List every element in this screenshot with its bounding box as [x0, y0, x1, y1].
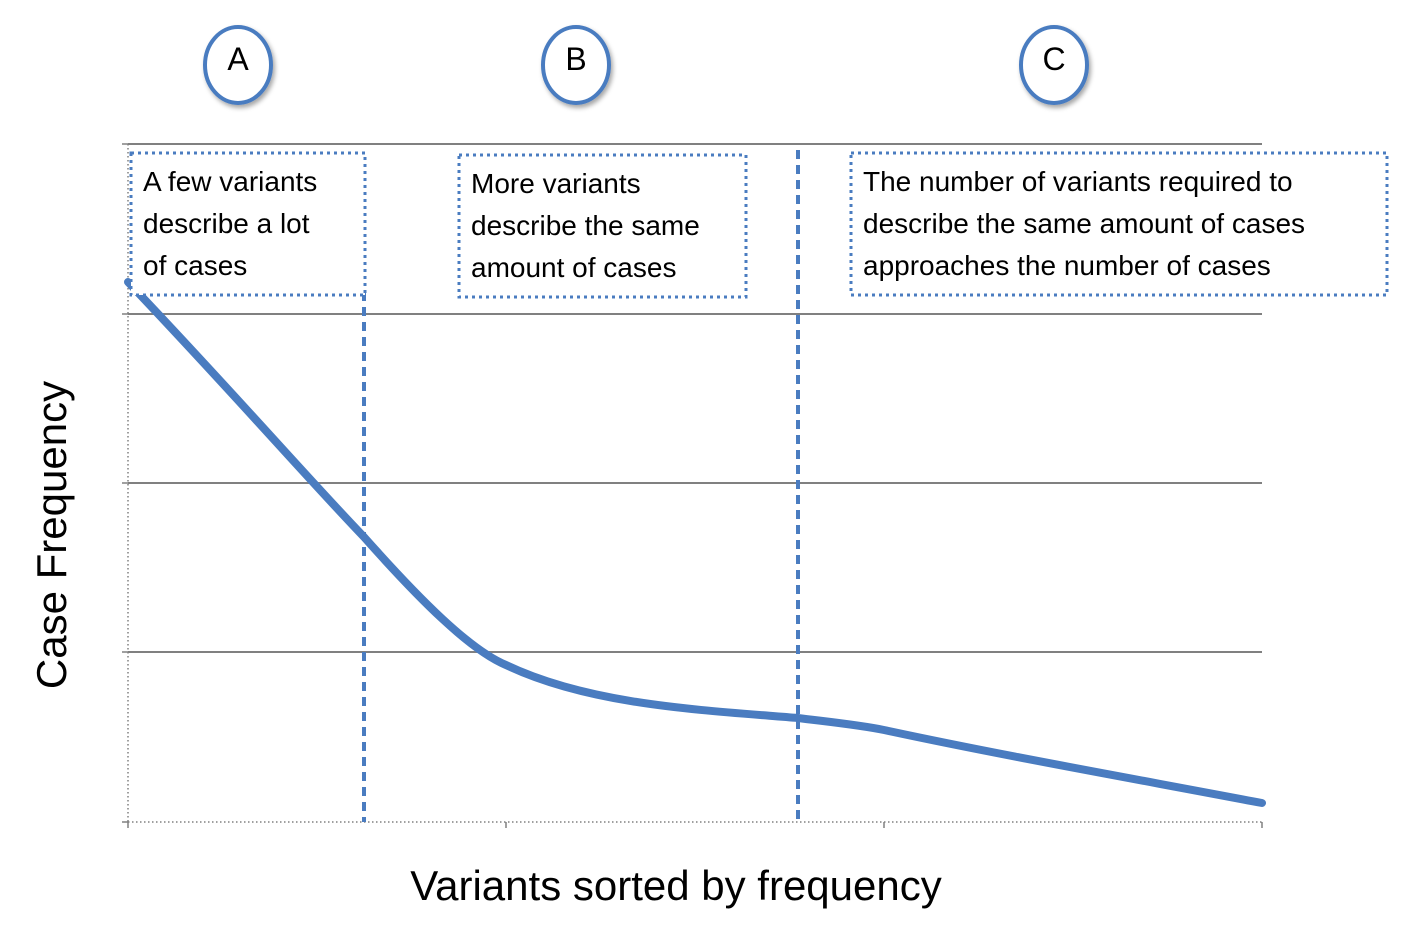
annotation-line: of cases [143, 250, 247, 281]
zone-badge-c: C [1019, 25, 1089, 105]
badge-label: A [227, 41, 249, 77]
zone-badge-b: B [541, 25, 611, 105]
badge-circle [203, 25, 273, 105]
annotation-line: describe the same [471, 210, 700, 241]
annotation-line: describe the same amount of cases [863, 208, 1305, 239]
annotation-line: amount of cases [471, 252, 676, 283]
annotation-frame [129, 151, 367, 297]
y-axis-label: Case Frequency [28, 381, 75, 689]
y-axis-ticks [122, 143, 128, 823]
axes [122, 143, 1263, 828]
annotation-box-c: The number of variants required to descr… [849, 151, 1389, 297]
annotation-line: describe a lot [143, 208, 310, 239]
annotation-frame [457, 153, 748, 299]
annotation-box-a: A few variants describe a lot of cases [129, 151, 367, 297]
badge-label: C [1042, 41, 1065, 77]
zone-dividers [362, 150, 800, 822]
annotation-line: approaches the number of cases [863, 250, 1271, 281]
x-axis-label: Variants sorted by frequency [410, 862, 942, 909]
annotation-line: More variants [471, 168, 641, 199]
frequency-curve [124, 278, 1266, 807]
badge-circle [1019, 25, 1089, 105]
annotation-frame [849, 151, 1389, 297]
annotation-line: A few variants [143, 166, 317, 197]
annotation-box-b: More variants describe the same amount o… [457, 153, 748, 299]
x-axis-ticks [127, 822, 1263, 828]
badge-circle [541, 25, 611, 105]
zone-badge-a: A [203, 25, 273, 105]
badge-label: B [565, 41, 586, 77]
annotation-line: The number of variants required to [863, 166, 1293, 197]
